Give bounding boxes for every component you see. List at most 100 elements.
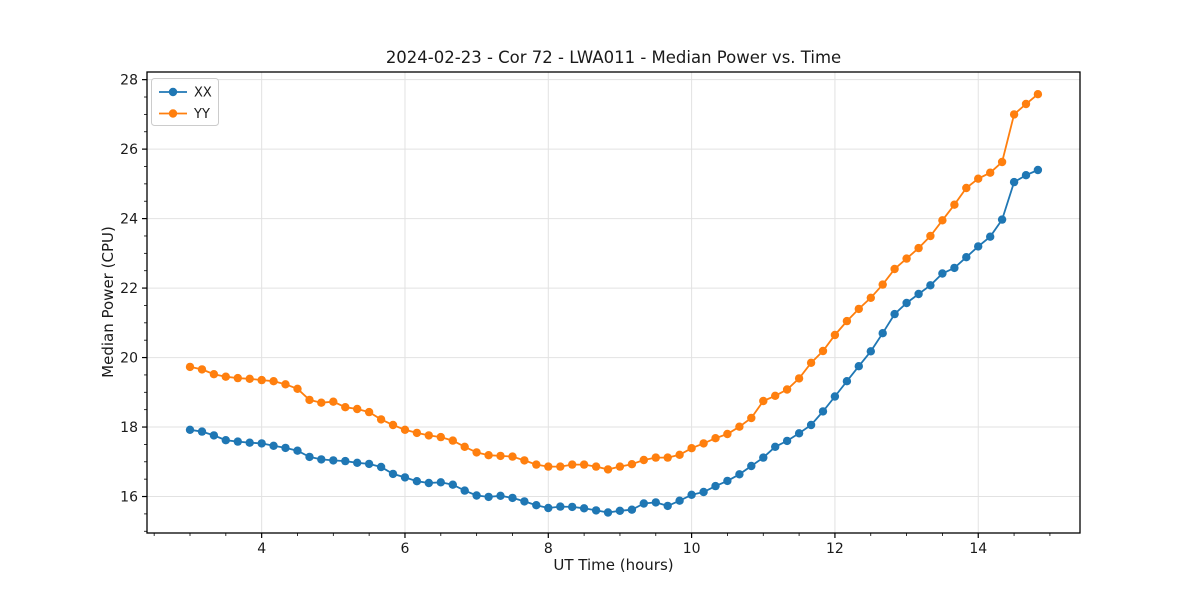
data-point-marker [866, 293, 875, 302]
legend: XX YY [151, 78, 219, 126]
data-point-marker [484, 451, 493, 460]
data-point-marker [615, 506, 625, 515]
data-point-marker [974, 174, 983, 183]
x-tick-label: 14 [969, 541, 987, 557]
data-point-marker [281, 380, 290, 389]
data-point-marker [496, 491, 505, 500]
data-point-marker [568, 502, 577, 512]
data-point-marker [866, 347, 875, 356]
data-point-marker [520, 497, 529, 506]
legend-label: XX [194, 86, 212, 101]
data-point-marker [448, 480, 457, 489]
data-point-marker [986, 168, 995, 177]
x-axis-label: UT Time (hours) [553, 556, 674, 574]
data-point-marker [687, 490, 696, 499]
data-point-marker [197, 365, 207, 374]
data-point-marker [782, 385, 792, 394]
data-point-marker [544, 462, 553, 471]
y-tick-label: 28 [120, 73, 138, 89]
data-point-marker [699, 487, 708, 497]
data-point-marker [854, 362, 863, 371]
data-point-marker [794, 374, 804, 383]
data-point-marker [269, 441, 278, 450]
data-point-marker [938, 269, 947, 278]
data-point-marker [842, 377, 852, 386]
y-tick-label: 18 [120, 420, 138, 436]
data-point-marker [532, 501, 541, 510]
data-point-marker [1021, 99, 1031, 109]
data-point-marker [974, 242, 983, 251]
data-point-marker [472, 491, 481, 500]
data-point-marker [269, 377, 278, 386]
data-point-marker [508, 493, 517, 503]
data-point-marker [1033, 90, 1043, 99]
data-point-marker [257, 439, 266, 448]
data-point-marker [926, 281, 935, 290]
data-point-marker [818, 346, 828, 356]
data-point-marker [209, 431, 219, 440]
y-tick-label: 20 [120, 351, 138, 367]
data-point-marker [424, 478, 433, 488]
data-point-marker [890, 309, 899, 319]
data-point-marker [579, 504, 589, 513]
data-point-marker [627, 505, 637, 514]
data-point-marker [675, 496, 684, 505]
data-point-marker [544, 503, 553, 513]
data-point-marker [1009, 177, 1019, 187]
data-point-marker [938, 216, 947, 225]
data-point-marker [341, 403, 350, 412]
data-point-marker [400, 473, 410, 482]
data-point-marker [663, 453, 672, 462]
data-point-marker [388, 469, 398, 479]
data-point-marker [926, 231, 935, 241]
data-point-marker [317, 398, 326, 407]
data-point-marker [711, 481, 720, 491]
x-tick-label: 10 [683, 541, 701, 557]
data-point-marker [914, 289, 923, 299]
data-point-marker [782, 436, 792, 446]
data-point-marker [293, 384, 302, 393]
data-point-marker [818, 407, 828, 416]
data-point-marker [997, 157, 1007, 167]
data-point-marker [376, 415, 386, 424]
data-point-marker [508, 452, 517, 461]
data-point-marker [221, 372, 230, 381]
data-point-marker [1021, 171, 1031, 180]
data-point-marker [902, 254, 911, 263]
data-point-marker [806, 420, 816, 430]
data-point-marker [997, 215, 1007, 224]
data-point-marker [747, 461, 756, 471]
data-point-marker [615, 462, 625, 471]
data-point-marker [962, 183, 971, 193]
data-point-marker [209, 370, 219, 379]
data-point-marker [412, 477, 422, 486]
series-xx [185, 165, 1043, 517]
data-point-marker [185, 362, 195, 372]
major-ticks [142, 79, 979, 538]
data-point-marker [305, 395, 314, 405]
data-point-marker [233, 373, 242, 383]
data-point-marker [771, 442, 780, 451]
data-point-marker [353, 458, 362, 467]
data-point-marker [400, 425, 410, 434]
legend-marker-sample [168, 87, 178, 97]
data-point-marker [950, 200, 959, 209]
data-point-marker [830, 392, 840, 401]
data-point-marker [651, 453, 660, 462]
data-point-marker [197, 427, 207, 436]
tick-labels: 4 6 8 10 12 14 16 18 20 22 24 26 28 [120, 73, 987, 557]
data-point-marker [556, 462, 565, 471]
data-point-marker [556, 502, 565, 511]
data-point-marker [412, 428, 422, 438]
data-point-marker [579, 460, 589, 469]
y-tick-label: 24 [120, 212, 138, 228]
data-point-marker [257, 375, 266, 385]
data-point-marker [221, 436, 230, 445]
data-point-marker [364, 459, 374, 469]
data-point-marker [436, 478, 445, 487]
series-line [189, 169, 1039, 514]
data-point-marker [842, 316, 852, 326]
data-point-marker [878, 280, 887, 289]
legend-marker-sample [168, 109, 178, 118]
data-point-marker [460, 442, 469, 451]
